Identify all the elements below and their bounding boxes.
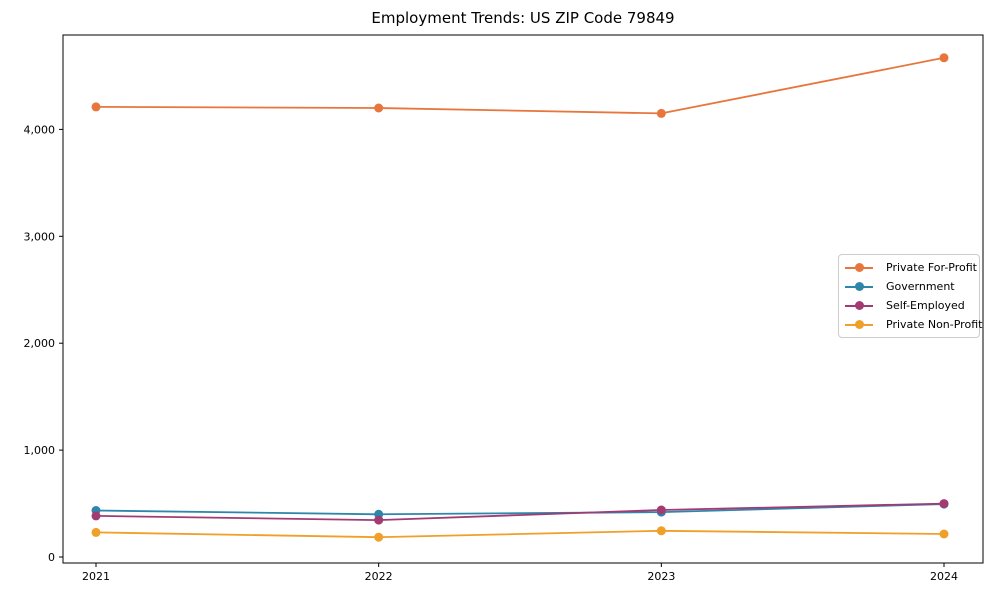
x-tick-label: 2022 bbox=[365, 570, 393, 583]
legend-line-dot-icon bbox=[845, 282, 873, 292]
data-point-self-employed bbox=[656, 505, 666, 515]
legend-line-dot-icon bbox=[845, 301, 873, 311]
data-point-private-non-profit bbox=[91, 527, 101, 537]
legend-item-government: Government bbox=[845, 277, 973, 296]
data-point-private-for-profit bbox=[656, 108, 666, 118]
chart-title: Employment Trends: US ZIP Code 79849 bbox=[371, 9, 675, 27]
axes-spines bbox=[62, 34, 984, 564]
legend: Private For-Profit Government Self-Emplo… bbox=[838, 254, 982, 338]
series-line-government bbox=[95, 503, 945, 516]
legend-item-private-non-profit: Private Non-Profit bbox=[845, 315, 982, 334]
y-tick-label: 4,000 bbox=[24, 123, 56, 136]
x-tick-label: 2021 bbox=[82, 570, 110, 583]
data-point-private-for-profit bbox=[374, 103, 384, 113]
series-line-private-non-profit bbox=[95, 529, 945, 539]
data-point-self-employed bbox=[939, 499, 949, 509]
legend-label: Government bbox=[886, 280, 955, 293]
y-tick-label: 1,000 bbox=[24, 444, 56, 457]
series-line-self-employed bbox=[95, 502, 945, 522]
legend-line-dot-icon bbox=[845, 263, 873, 273]
y-tick-label: 0 bbox=[48, 551, 55, 564]
legend-item-private-for-profit: Private For-Profit bbox=[845, 258, 977, 277]
legend-item-self-employed: Self-Employed bbox=[845, 296, 973, 315]
data-point-private-non-profit bbox=[656, 526, 666, 536]
y-tick-label: 3,000 bbox=[24, 230, 56, 243]
legend-label: Private For-Profit bbox=[886, 261, 977, 274]
data-point-private-non-profit bbox=[374, 532, 384, 542]
y-tick-label: 2,000 bbox=[24, 337, 56, 350]
data-point-self-employed bbox=[374, 515, 384, 525]
x-tick-label: 2023 bbox=[647, 570, 675, 583]
x-tick-label: 2024 bbox=[930, 570, 958, 583]
legend-label: Self-Employed bbox=[886, 299, 965, 312]
series-line-private-for-profit bbox=[95, 56, 945, 115]
data-point-private-non-profit bbox=[939, 529, 949, 539]
legend-line-dot-icon bbox=[845, 320, 873, 330]
data-point-private-for-profit bbox=[939, 53, 949, 63]
data-point-private-for-profit bbox=[91, 102, 101, 112]
legend-label: Private Non-Profit bbox=[886, 318, 983, 331]
data-point-self-employed bbox=[91, 511, 101, 521]
